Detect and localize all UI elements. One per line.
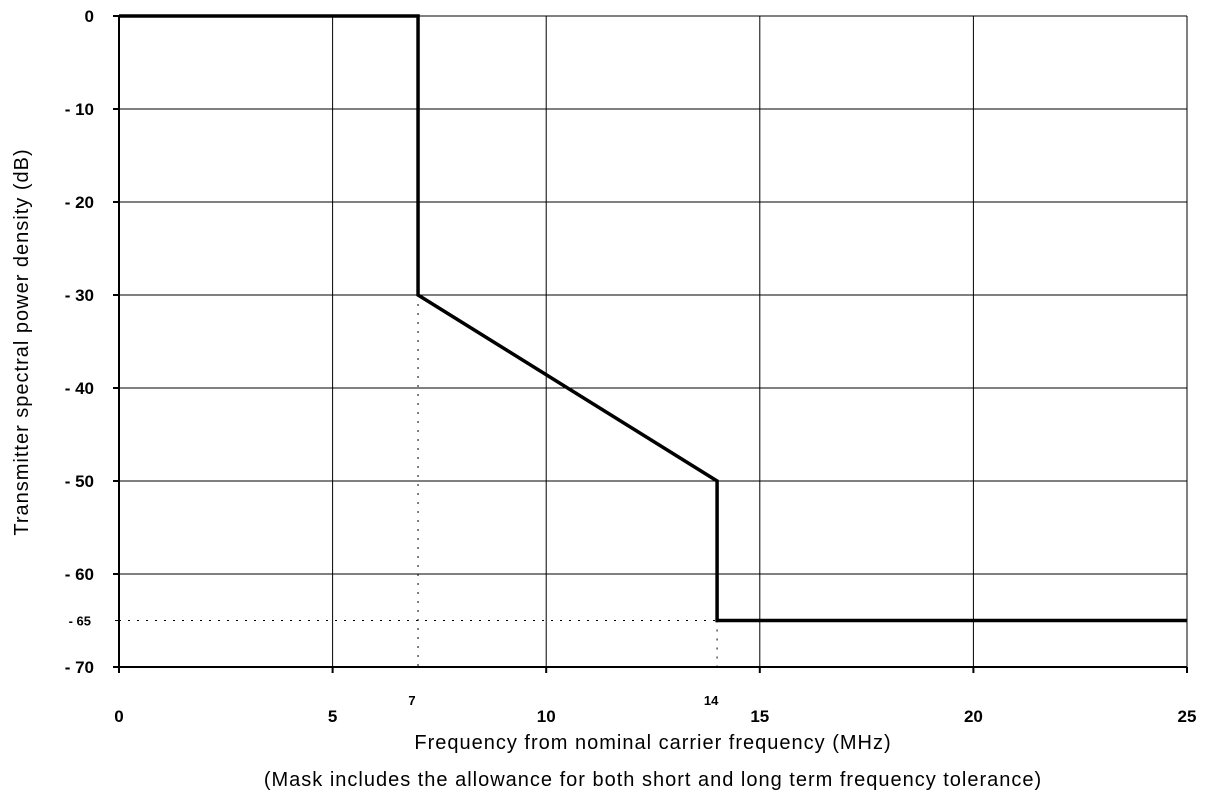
x-tick-label: 25 (1178, 707, 1197, 726)
y-tick-label: - 60 (65, 565, 94, 584)
mask-line (119, 14, 1187, 623)
y-tick-label: - 20 (65, 193, 94, 212)
grid-layer (118, 15, 1188, 668)
x-axis-label: Frequency from nominal carrier frequency… (414, 732, 891, 754)
y-tick-label: 0 (85, 7, 94, 26)
x-tick-label: 5 (328, 707, 337, 726)
reference-lines (119, 295, 718, 667)
x-axis-note: (Mask includes the allowance for both sh… (264, 769, 1042, 791)
x-tick-labels: 0 5 10 15 20 25 7 14 (114, 693, 1196, 726)
series-layer (119, 14, 1187, 623)
y-tick-label: - 40 (65, 379, 94, 398)
x-tick-label: 20 (964, 707, 983, 726)
x-tick-label: 10 (537, 707, 556, 726)
y-axis-label: Transmitter spectral power density (dB) (11, 148, 33, 535)
y-tick-label: - 10 (65, 100, 94, 119)
y-tick-label-minor: - 65 (69, 614, 91, 629)
y-tick-label: - 70 (65, 658, 94, 677)
x-tick-label: 0 (114, 707, 123, 726)
x-tick-label: 15 (750, 707, 769, 726)
axes-layer (113, 15, 1188, 673)
x-tick-label-minor: 14 (704, 693, 719, 708)
y-tick-label: - 50 (65, 472, 94, 491)
x-tick-label-minor: 7 (408, 693, 415, 708)
y-tick-label: - 30 (65, 286, 94, 305)
y-tick-labels: 0 - 10 - 20 - 30 - 40 - 50 - 60 - 70 - 65 (65, 7, 94, 677)
